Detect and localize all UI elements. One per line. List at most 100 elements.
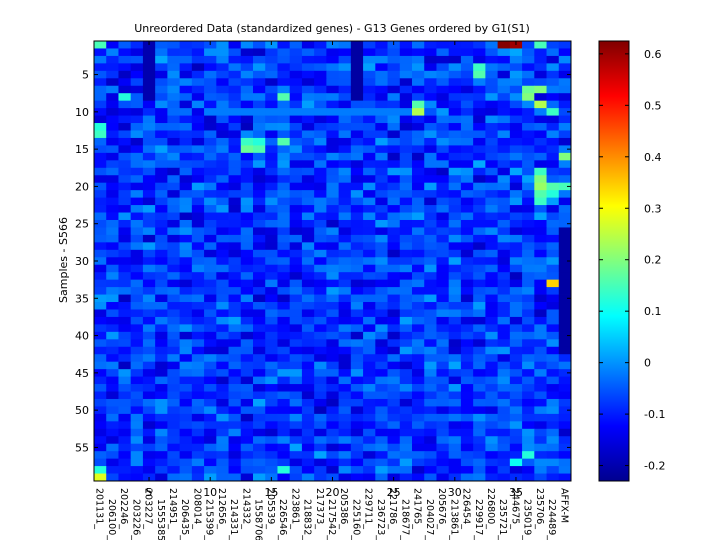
heatmap-cell — [314, 384, 327, 392]
heatmap-cell — [424, 436, 437, 445]
heatmap-cell — [167, 264, 181, 273]
heatmap-cell — [350, 234, 364, 243]
heatmap-cell — [216, 443, 229, 452]
heatmap-cell — [130, 167, 144, 176]
heatmap-cell — [142, 398, 156, 407]
heatmap-cell — [558, 361, 572, 370]
heatmap-cell — [485, 100, 499, 109]
heatmap-cell — [216, 428, 229, 437]
heatmap-cell — [534, 100, 547, 109]
heatmap-cell — [363, 264, 376, 273]
heatmap-cell — [350, 324, 364, 333]
heatmap-cell — [253, 182, 266, 191]
heatmap-cell — [412, 227, 425, 236]
heatmap-cell — [338, 354, 352, 363]
heatmap-cell — [448, 167, 462, 176]
heatmap-cell — [326, 406, 340, 415]
heatmap-cell — [106, 152, 119, 161]
heatmap-cell — [253, 346, 266, 355]
heatmap-cell — [534, 436, 547, 445]
heatmap-cell — [399, 272, 413, 281]
heatmap-cell — [436, 421, 450, 430]
heatmap-cell — [253, 264, 266, 273]
heatmap-cell — [509, 167, 523, 176]
heatmap-cell — [301, 242, 315, 251]
heatmap-cell — [448, 466, 462, 474]
heatmap-cell — [375, 279, 388, 288]
heatmap-cell — [155, 279, 168, 288]
heatmap-cell — [326, 167, 340, 176]
x-tick-label: 5 — [146, 486, 153, 499]
heatmap-cell — [301, 361, 315, 370]
heatmap-cell — [338, 287, 352, 295]
heatmap-cell — [460, 234, 474, 243]
heatmap-cell — [509, 145, 523, 154]
heatmap-cell — [436, 115, 450, 124]
heatmap-cell — [375, 354, 388, 363]
heatmap-cell — [204, 85, 217, 94]
heatmap-cell — [142, 100, 156, 109]
heatmap-cell — [399, 436, 413, 445]
heatmap-cell — [558, 346, 572, 355]
heatmap-cell — [253, 384, 266, 392]
heatmap-cell — [314, 160, 327, 169]
heatmap-cell — [558, 309, 572, 318]
heatmap-cell — [436, 175, 450, 184]
heatmap-cell — [363, 316, 376, 325]
heatmap-cell — [301, 369, 315, 377]
heatmap-cell — [289, 466, 303, 474]
heatmap-cell — [485, 428, 499, 437]
heatmap-cell — [228, 108, 242, 116]
heatmap-cell — [253, 272, 266, 281]
heatmap-cell — [546, 130, 560, 139]
heatmap-cell — [534, 137, 547, 146]
heatmap-cell — [350, 428, 364, 437]
gene-label: 213861_ — [448, 499, 459, 540]
heatmap-cell — [191, 85, 205, 94]
heatmap-cell — [314, 205, 327, 213]
heatmap-cell — [314, 443, 327, 452]
heatmap-cell — [424, 331, 437, 340]
heatmap-cell — [412, 451, 425, 460]
heatmap-cell — [558, 48, 572, 57]
heatmap-cell — [558, 466, 572, 474]
gene-label: 236723_ — [375, 499, 386, 540]
heatmap-cell — [130, 190, 144, 199]
heatmap-cell — [142, 466, 156, 474]
heatmap-cell — [509, 369, 523, 377]
heatmap-cell — [216, 346, 229, 355]
heatmap-cell — [509, 257, 523, 266]
heatmap-cell — [338, 466, 352, 474]
heatmap-cell — [240, 182, 254, 191]
heatmap-cell — [497, 316, 511, 325]
heatmap-cell — [460, 257, 474, 266]
heatmap-cell — [534, 175, 547, 184]
heatmap-cell — [436, 324, 450, 333]
heatmap-cell — [118, 384, 132, 392]
heatmap-cell — [473, 167, 486, 176]
heatmap-cell — [338, 48, 352, 57]
heatmap-cell — [179, 55, 193, 64]
heatmap-cell — [509, 272, 523, 281]
heatmap-cell — [240, 279, 254, 288]
heatmap-cell — [228, 190, 242, 199]
heatmap-cell — [387, 152, 401, 161]
heatmap-cell — [130, 466, 144, 474]
heatmap-cell — [228, 63, 242, 72]
heatmap-cell — [106, 41, 119, 49]
heatmap-cell — [363, 384, 376, 392]
heatmap-cell — [363, 346, 376, 355]
heatmap-cell — [326, 458, 340, 467]
heatmap-cell — [94, 436, 107, 445]
heatmap-cell — [363, 376, 376, 385]
heatmap-cell — [363, 391, 376, 400]
heatmap-cell — [289, 302, 303, 310]
heatmap-cell — [363, 428, 376, 437]
heatmap-cell — [167, 406, 181, 415]
heatmap-cell — [326, 339, 340, 348]
heatmap-cell — [240, 391, 254, 400]
heatmap-cell — [509, 458, 523, 467]
heatmap-cell — [240, 205, 254, 213]
heatmap-cell — [387, 466, 401, 474]
heatmap-cell — [155, 451, 168, 460]
